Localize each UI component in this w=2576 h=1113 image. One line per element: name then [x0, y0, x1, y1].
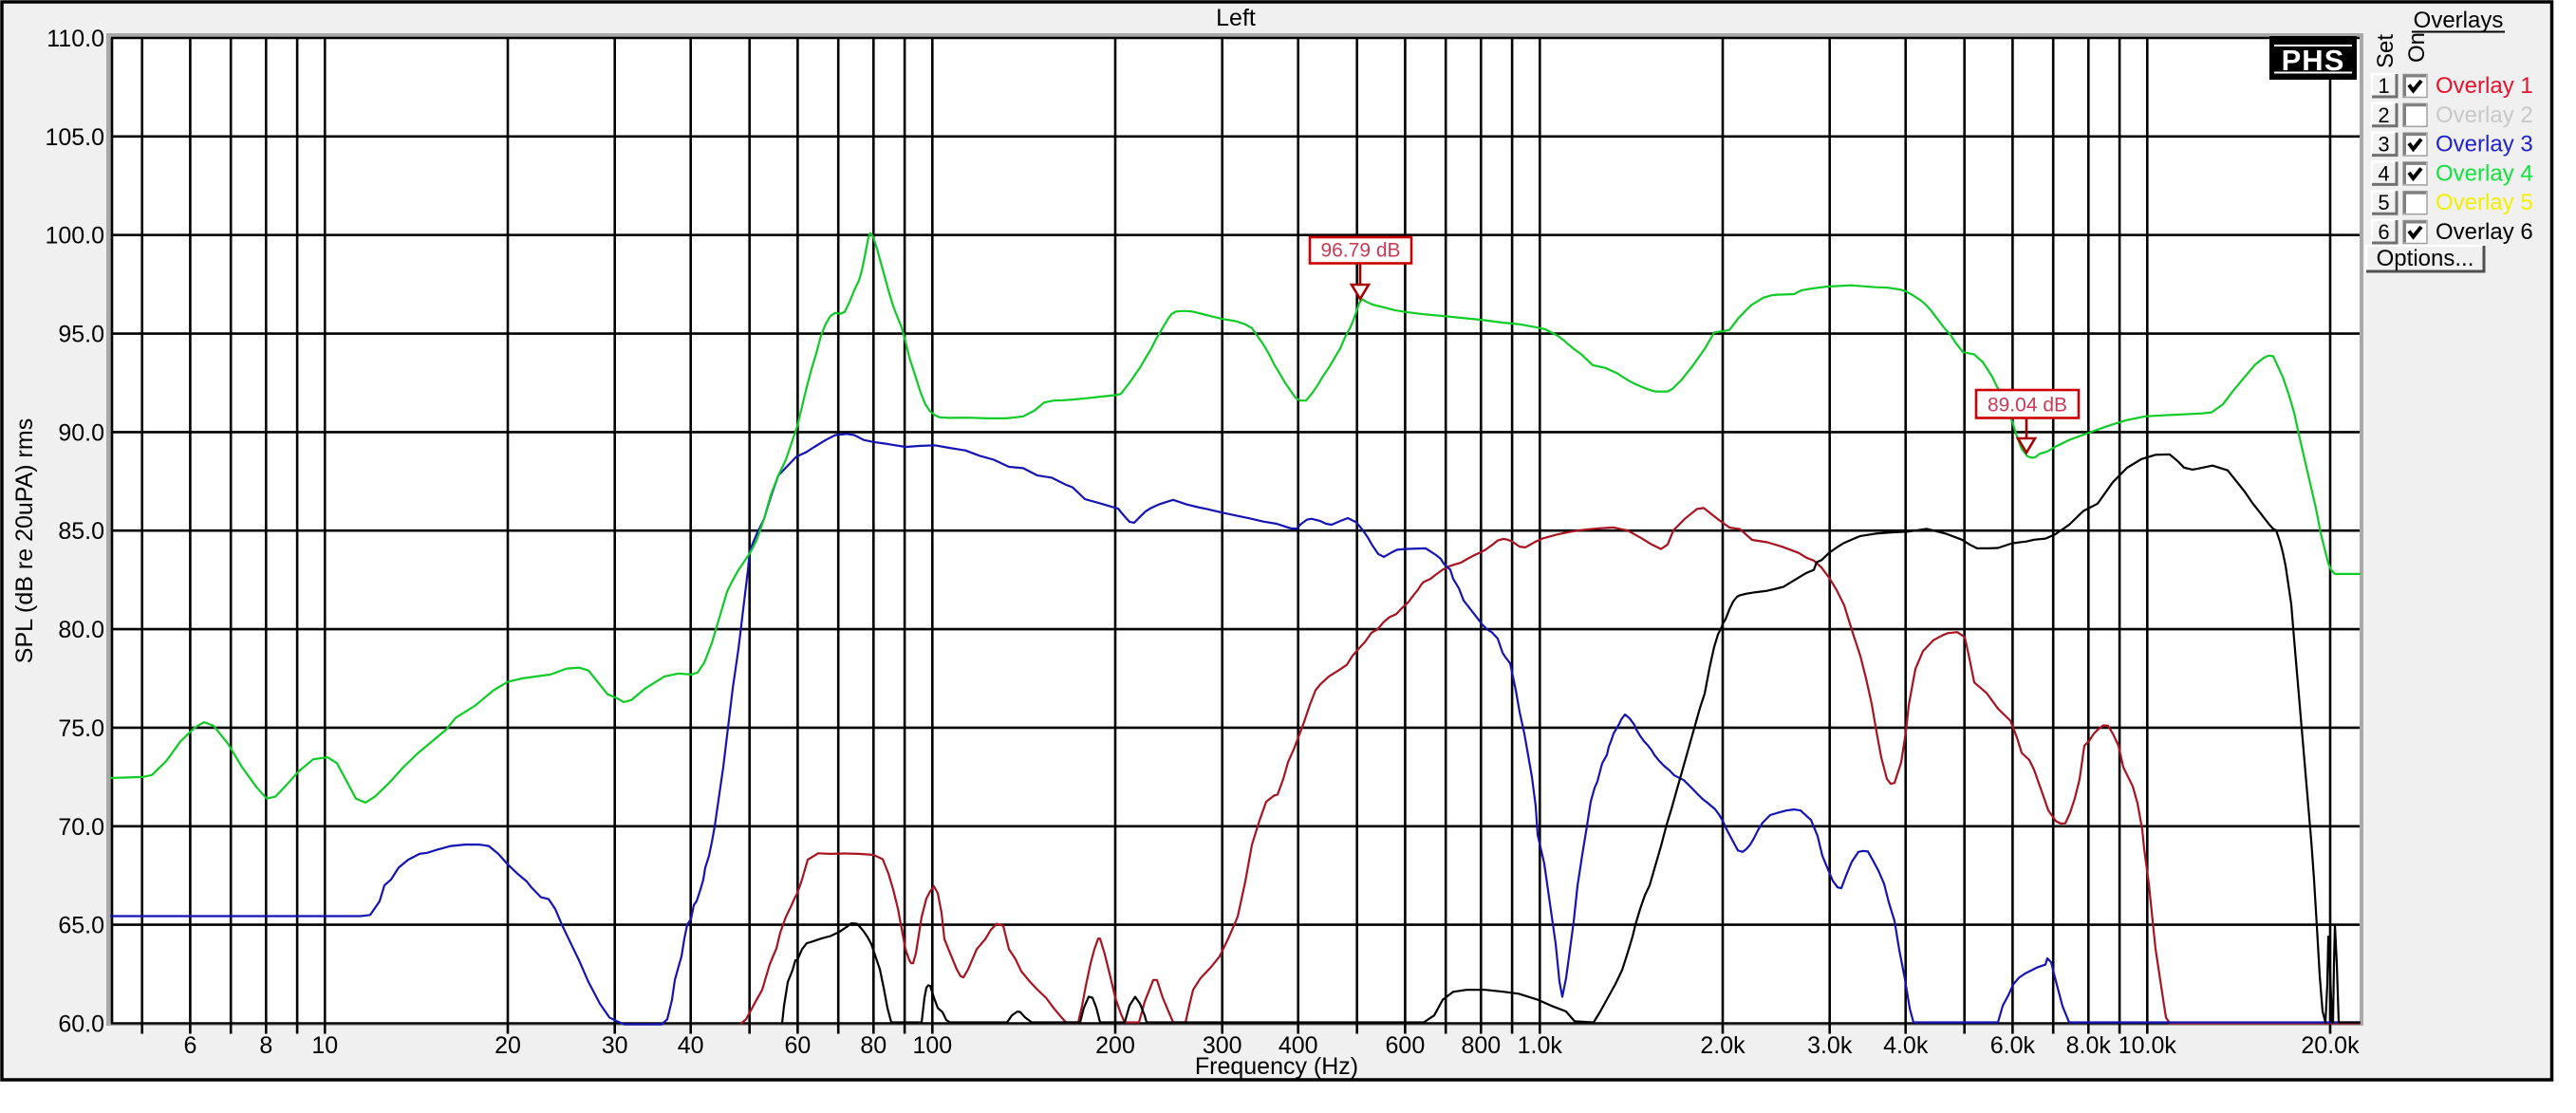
svg-text:40: 40	[678, 1032, 704, 1059]
svg-text:96.79 dB: 96.79 dB	[1320, 240, 1400, 262]
svg-text:Overlay 5: Overlay 5	[2436, 190, 2533, 215]
svg-text:5: 5	[2378, 191, 2389, 214]
svg-text:800: 800	[1461, 1032, 1501, 1059]
svg-text:Overlay 3: Overlay 3	[2436, 132, 2533, 158]
svg-text:4.0k: 4.0k	[1883, 1032, 1929, 1059]
svg-text:20.0k: 20.0k	[2301, 1032, 2360, 1059]
svg-text:300: 300	[1203, 1032, 1242, 1059]
svg-text:65.0: 65.0	[58, 913, 104, 939]
svg-text:Overlay 6: Overlay 6	[2436, 219, 2533, 245]
svg-text:89.04 dB: 89.04 dB	[1988, 395, 2067, 417]
svg-text:10: 10	[311, 1032, 338, 1059]
svg-text:600: 600	[1386, 1032, 1426, 1059]
svg-text:8: 8	[259, 1032, 272, 1059]
svg-text:Overlay 1: Overlay 1	[2436, 73, 2533, 99]
svg-text:3.0k: 3.0k	[1807, 1032, 1853, 1059]
svg-text:400: 400	[1279, 1032, 1318, 1059]
svg-text:Frequency (Hz): Frequency (Hz)	[1195, 1053, 1358, 1080]
svg-text:2: 2	[2378, 103, 2389, 127]
svg-text:3: 3	[2378, 133, 2389, 157]
svg-text:30: 30	[602, 1032, 628, 1059]
svg-text:Overlay 2: Overlay 2	[2436, 102, 2533, 128]
svg-text:2.0k: 2.0k	[1700, 1032, 1745, 1059]
svg-text:80.0: 80.0	[58, 617, 104, 643]
svg-text:100: 100	[912, 1032, 952, 1059]
svg-text:80: 80	[860, 1032, 887, 1059]
svg-text:PHS: PHS	[2282, 44, 2345, 77]
svg-text:6: 6	[183, 1032, 196, 1059]
svg-text:1: 1	[2378, 74, 2389, 98]
svg-text:Overlay 4: Overlay 4	[2436, 160, 2533, 186]
svg-text:Set: Set	[2373, 34, 2399, 68]
svg-text:100.0: 100.0	[45, 223, 104, 250]
svg-text:70.0: 70.0	[58, 814, 104, 841]
svg-text:10.0k: 10.0k	[2119, 1032, 2177, 1059]
svg-text:4: 4	[2378, 161, 2389, 185]
svg-text:60: 60	[784, 1032, 811, 1059]
svg-text:200: 200	[1095, 1032, 1135, 1059]
svg-text:75.0: 75.0	[58, 715, 104, 742]
svg-text:Overlays: Overlays	[2414, 8, 2504, 33]
svg-text:Left: Left	[1216, 5, 1256, 31]
svg-text:1.0k: 1.0k	[1518, 1032, 1563, 1059]
svg-text:On: On	[2404, 32, 2430, 63]
svg-text:8.0k: 8.0k	[2066, 1032, 2112, 1059]
svg-text:Options...: Options...	[2377, 246, 2474, 271]
svg-text:SPL (dB re 20uPA) rms: SPL (dB re 20uPA) rms	[11, 418, 38, 663]
svg-text:6: 6	[2378, 220, 2389, 244]
svg-text:95.0: 95.0	[58, 322, 104, 348]
svg-text:110.0: 110.0	[47, 26, 104, 52]
svg-text:20: 20	[495, 1032, 521, 1059]
svg-text:105.0: 105.0	[45, 124, 104, 151]
svg-text:90.0: 90.0	[58, 419, 104, 446]
svg-text:85.0: 85.0	[58, 518, 104, 545]
svg-text:60.0: 60.0	[58, 1011, 104, 1038]
svg-text:6.0k: 6.0k	[1990, 1032, 2036, 1059]
